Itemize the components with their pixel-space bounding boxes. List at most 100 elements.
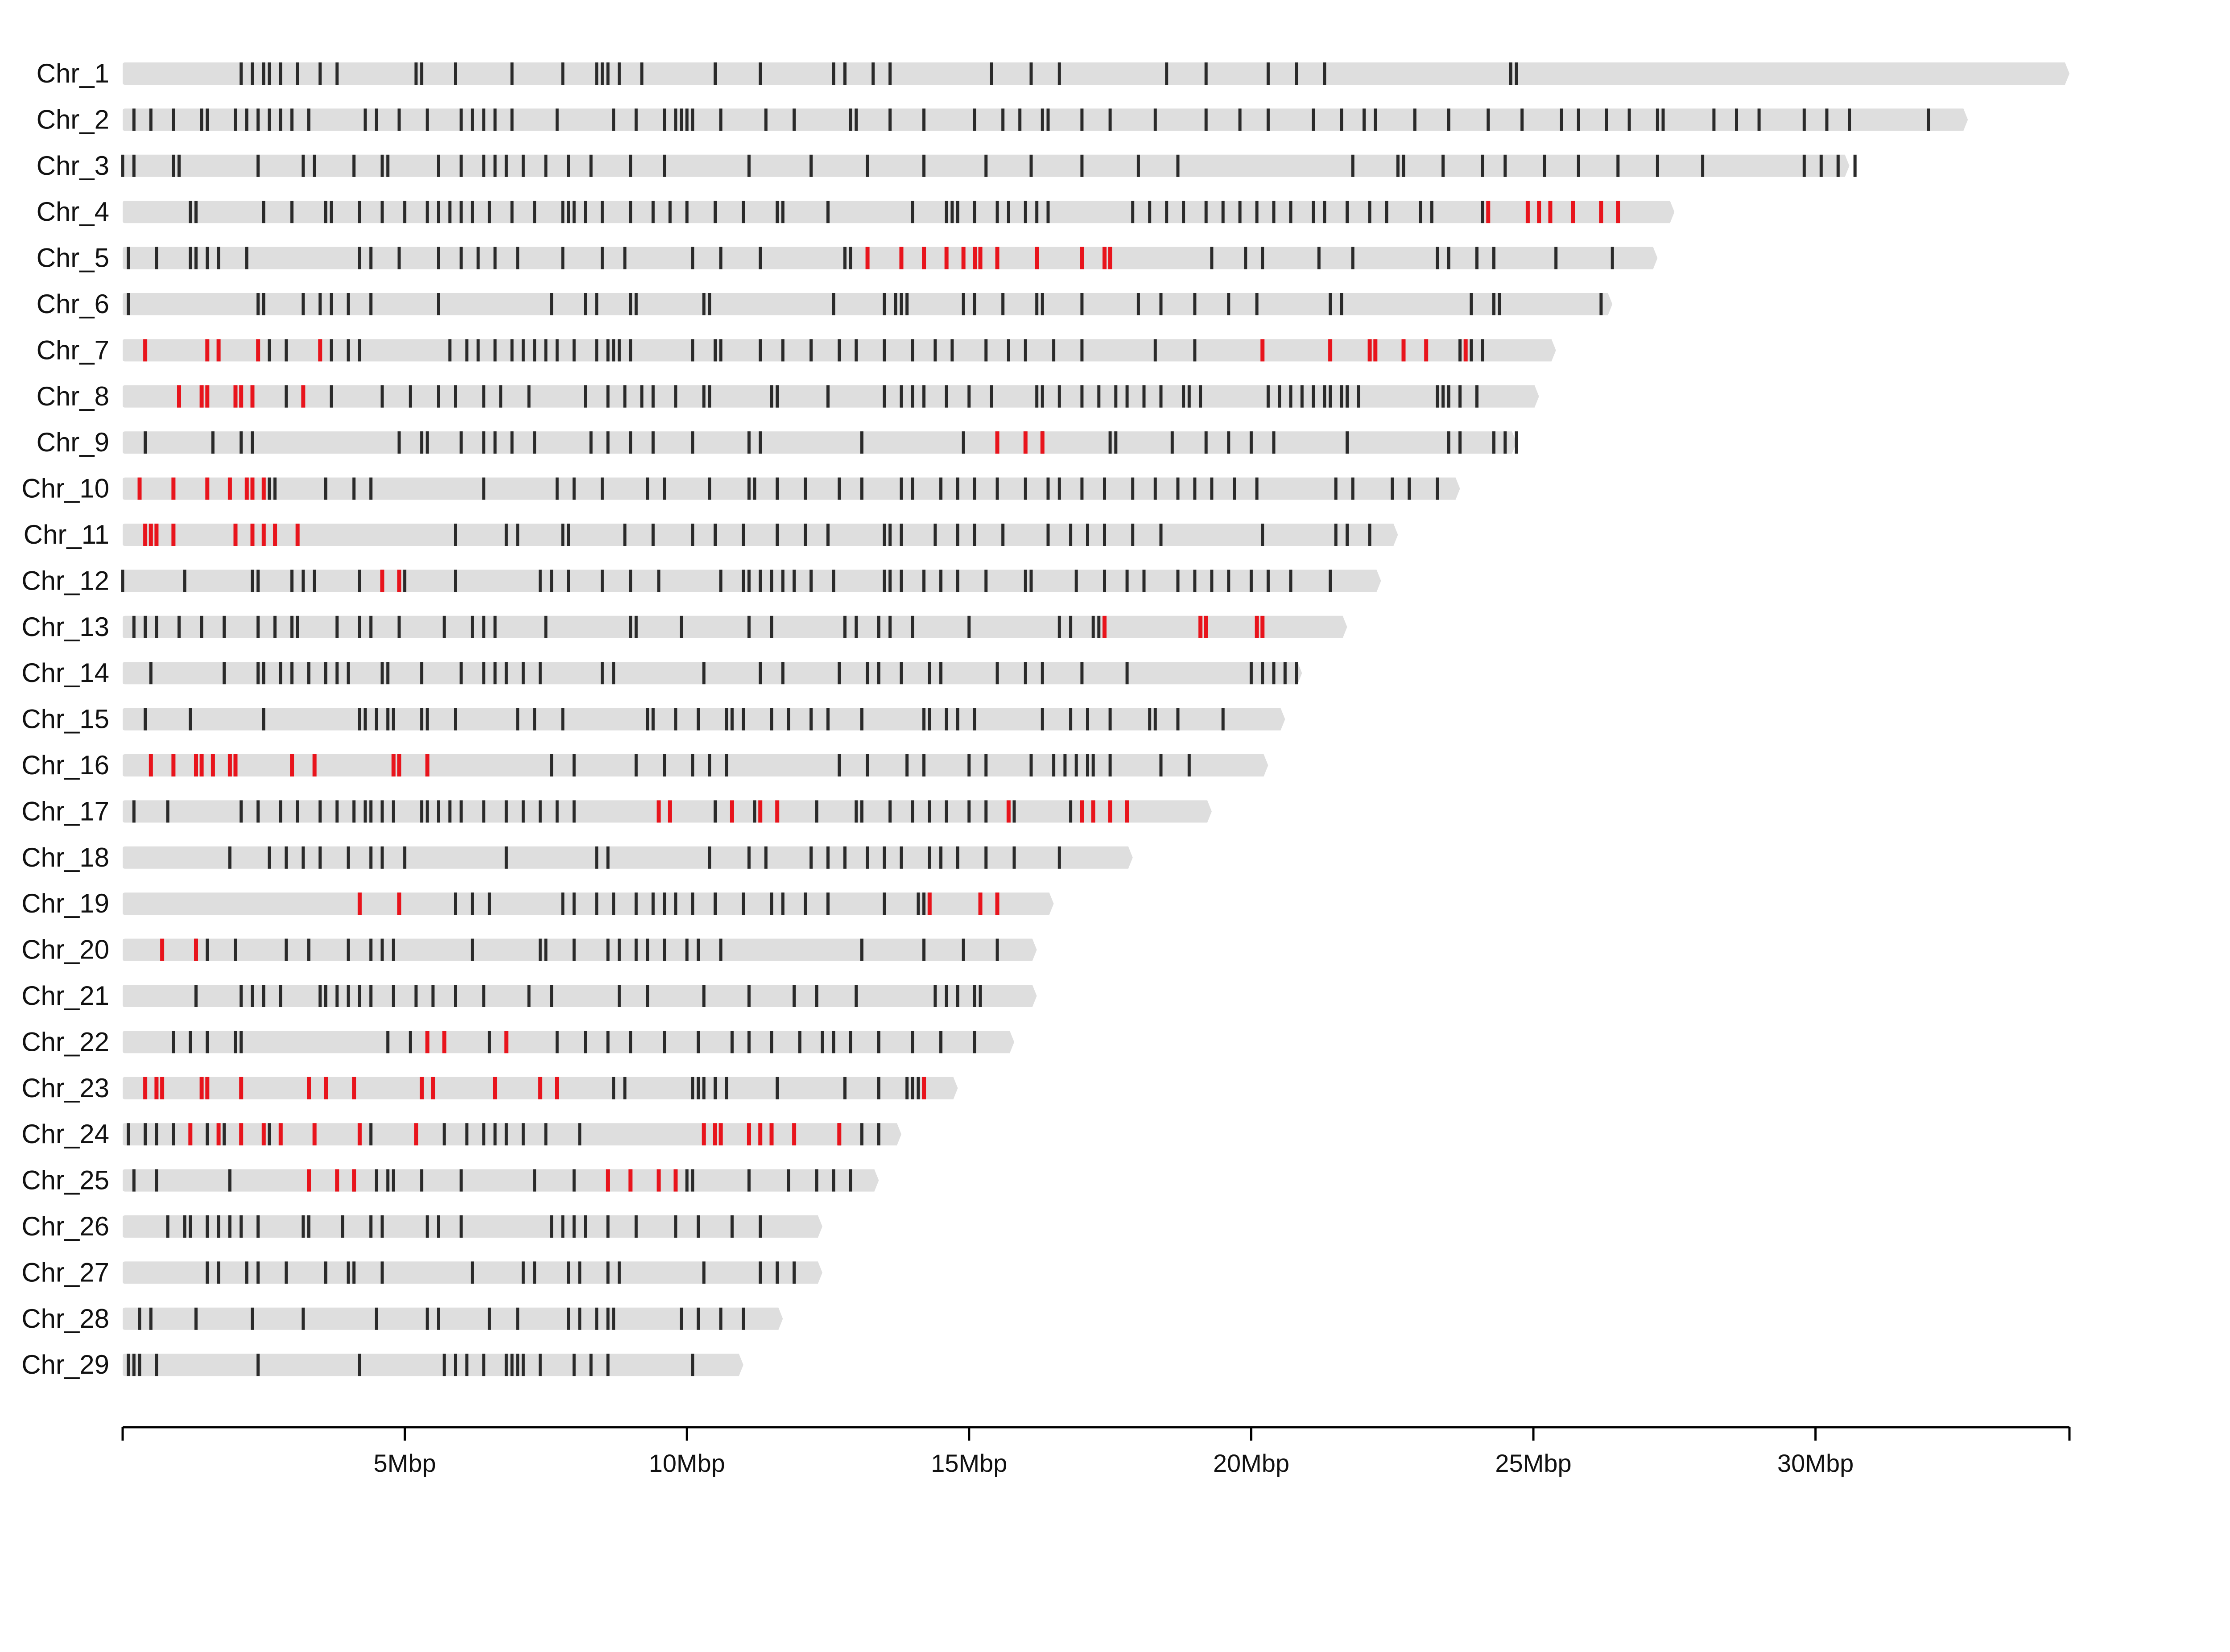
- chromosome-bar: [123, 615, 1347, 638]
- marker-tick: [206, 247, 209, 269]
- marker-tick: [1159, 524, 1163, 546]
- marker-tick: [1176, 570, 1180, 592]
- marker-tick: [324, 477, 327, 500]
- marker-tick: [1057, 477, 1061, 500]
- highlight-marker: [307, 1077, 311, 1099]
- marker-tick: [1346, 385, 1349, 408]
- marker-tick: [567, 1307, 570, 1330]
- marker-tick: [155, 247, 158, 269]
- marker-tick: [617, 339, 621, 362]
- marker-tick: [454, 708, 457, 731]
- marker-tick: [1492, 293, 1495, 315]
- marker-tick: [1475, 247, 1478, 269]
- marker-tick: [973, 524, 976, 546]
- marker-tick: [1182, 385, 1185, 408]
- highlight-marker: [137, 477, 142, 500]
- marker-tick: [883, 570, 886, 592]
- marker-tick: [206, 108, 209, 131]
- marker-tick: [516, 247, 520, 269]
- marker-tick: [900, 524, 903, 546]
- marker-tick: [454, 62, 457, 85]
- marker-tick: [1351, 154, 1355, 177]
- marker-tick: [572, 1169, 576, 1192]
- marker-tick: [1170, 431, 1174, 454]
- marker-tick: [651, 201, 655, 223]
- marker-tick: [301, 293, 305, 315]
- marker-tick: [606, 1215, 610, 1238]
- marker-tick: [691, 1354, 694, 1376]
- marker-tick: [425, 201, 429, 223]
- marker-tick: [1074, 754, 1078, 776]
- marker-tick: [843, 615, 847, 638]
- chromosome-row: Chr_5: [37, 243, 1658, 273]
- marker-tick: [1238, 108, 1242, 131]
- marker-tick: [1441, 154, 1445, 177]
- chromosome-label: Chr_13: [21, 612, 109, 642]
- marker-tick: [437, 800, 440, 823]
- marker-tick: [572, 339, 576, 362]
- marker-tick: [290, 570, 294, 592]
- marker-tick: [380, 201, 384, 223]
- marker-tick: [629, 293, 632, 315]
- marker-tick: [702, 385, 706, 408]
- marker-tick: [493, 108, 497, 131]
- marker-tick: [347, 985, 350, 1007]
- marker-tick: [1204, 62, 1208, 85]
- marker-tick: [217, 247, 220, 269]
- marker-tick: [945, 708, 948, 731]
- marker-tick: [1825, 108, 1829, 131]
- marker-tick: [1080, 154, 1084, 177]
- marker-tick: [730, 708, 734, 731]
- marker-tick: [493, 247, 497, 269]
- marker-tick: [369, 846, 373, 869]
- highlight-marker: [555, 1077, 559, 1099]
- marker-tick: [855, 108, 858, 131]
- marker-tick: [911, 201, 914, 223]
- marker-tick: [1261, 524, 1264, 546]
- chromosome-row: Chr_10: [21, 474, 1460, 504]
- marker-tick: [144, 708, 147, 731]
- marker-tick: [634, 754, 638, 776]
- marker-tick: [285, 846, 288, 869]
- highlight-marker: [250, 385, 255, 408]
- marker-tick: [363, 108, 367, 131]
- chromosome-label: Chr_22: [21, 1027, 109, 1057]
- marker-tick: [380, 154, 384, 177]
- marker-tick: [245, 247, 248, 269]
- marker-tick: [826, 892, 830, 915]
- marker-tick: [1041, 385, 1044, 408]
- marker-tick: [849, 1169, 852, 1192]
- marker-tick: [555, 800, 559, 823]
- marker-tick: [487, 1307, 491, 1330]
- marker-tick: [352, 800, 356, 823]
- marker-tick: [1323, 385, 1326, 408]
- marker-tick: [1278, 385, 1281, 408]
- chromosome-label: Chr_2: [37, 104, 109, 134]
- marker-tick: [1323, 201, 1326, 223]
- marker-tick: [172, 108, 175, 131]
- marker-tick: [584, 201, 587, 223]
- marker-tick: [747, 154, 751, 177]
- marker-tick: [984, 800, 988, 823]
- marker-tick: [1227, 570, 1231, 592]
- marker-tick: [680, 1307, 683, 1330]
- marker-tick: [555, 108, 559, 131]
- marker-tick: [933, 985, 937, 1007]
- marker-tick: [725, 1077, 728, 1099]
- marker-tick: [1159, 385, 1163, 408]
- chromosome-row: Chr_9: [37, 427, 1518, 457]
- marker-tick: [459, 1169, 463, 1192]
- marker-tick: [256, 662, 260, 685]
- marker-tick: [1300, 385, 1304, 408]
- marker-tick: [956, 201, 959, 223]
- marker-tick: [1272, 201, 1276, 223]
- marker-tick: [262, 201, 265, 223]
- highlight-marker: [922, 1077, 926, 1099]
- marker-tick: [888, 524, 892, 546]
- marker-tick: [442, 1354, 446, 1376]
- marker-tick: [1419, 201, 1422, 223]
- marker-tick: [375, 708, 378, 731]
- marker-tick: [307, 1215, 310, 1238]
- marker-tick: [307, 108, 310, 131]
- marker-tick: [550, 1215, 553, 1238]
